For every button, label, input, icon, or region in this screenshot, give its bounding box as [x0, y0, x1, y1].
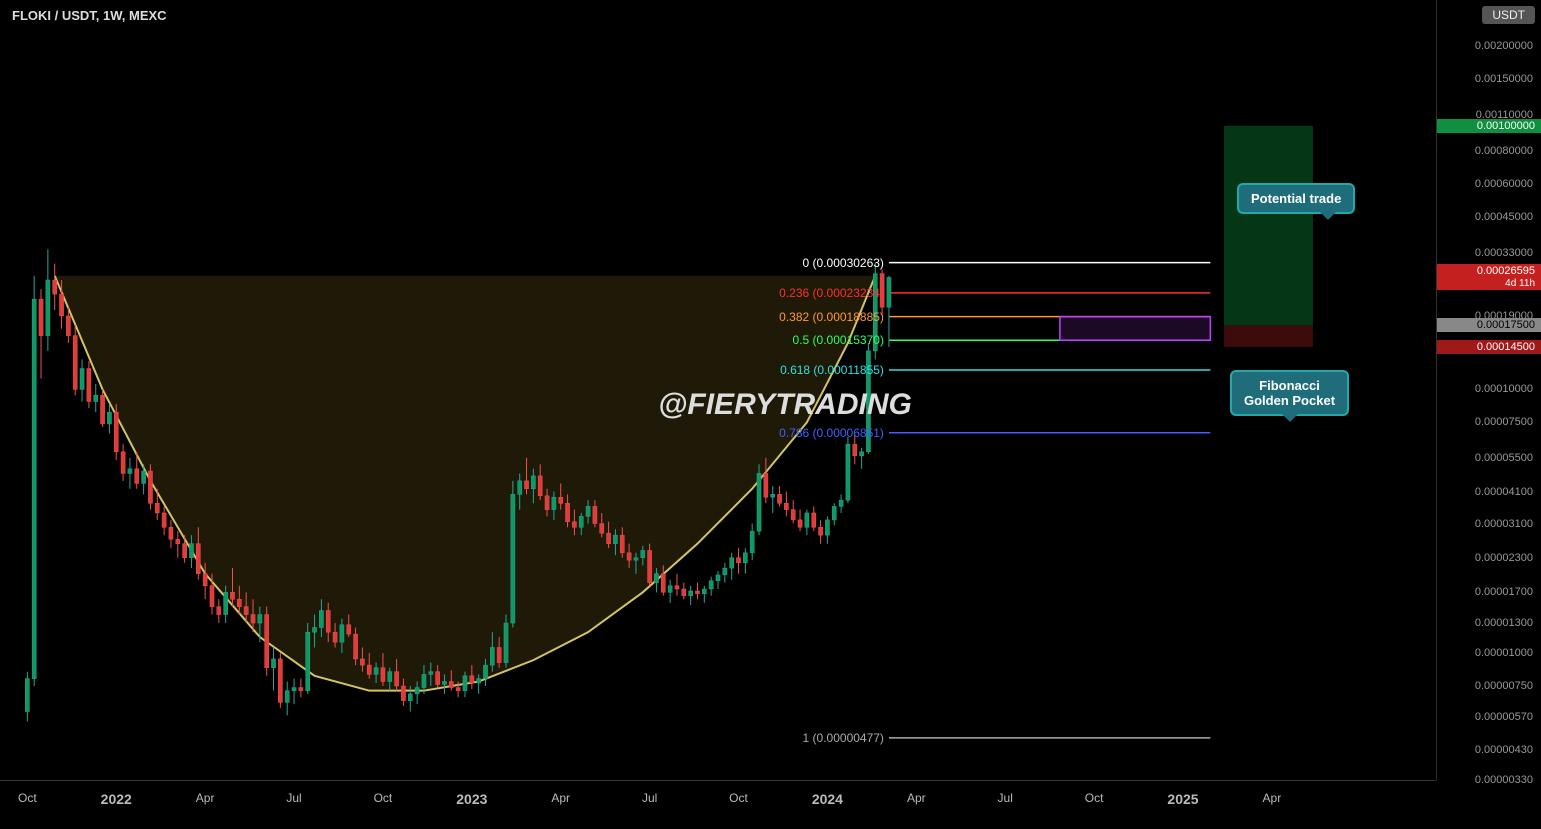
time-tick: Apr	[196, 791, 215, 805]
time-tick: 2023	[456, 791, 487, 807]
fib-level-label: 0.236 (0.00023234)	[759, 286, 884, 300]
price-tick: 0.00004100	[1475, 486, 1533, 498]
time-axis: Oct 2022 Apr Jul Oct 2023 Apr Jul Oct 2024 Apr Jul O…	[0, 780, 1436, 829]
price-tick: 0.00001300	[1475, 617, 1533, 629]
price-tick: 0.00060000	[1475, 178, 1533, 190]
price-badge: 0.00100000	[1437, 119, 1541, 133]
time-tick: Oct	[729, 791, 748, 805]
time-tick: Apr	[907, 791, 926, 805]
price-tick: 0.00045000	[1475, 211, 1533, 223]
time-tick: 2024	[812, 791, 843, 807]
price-tick: 0.00200000	[1475, 40, 1533, 52]
callout-golden-pocket: FibonacciGolden Pocket	[1230, 370, 1349, 416]
time-tick: Oct	[18, 791, 37, 805]
fib-level-label: 0.5 (0.00015370)	[759, 333, 884, 347]
quote-currency-badge: USDT	[1482, 6, 1535, 24]
price-tick: 0.00000430	[1475, 744, 1533, 756]
price-tick: 0.00150000	[1475, 73, 1533, 85]
callout-potential-trade: Potential trade	[1237, 183, 1355, 214]
price-tick: 0.00010000	[1475, 383, 1533, 395]
time-tick: Jul	[642, 791, 657, 805]
fib-level-label: 0.382 (0.00018885)	[759, 310, 884, 324]
price-axis: USDT 0.002000000.001500000.001100000.000…	[1436, 0, 1541, 780]
price-tick: 0.00000330	[1475, 774, 1533, 786]
fib-level-label: 0.618 (0.00011855)	[759, 363, 884, 377]
time-tick: Jul	[286, 791, 301, 805]
price-tick: 0.00001700	[1475, 586, 1533, 598]
price-tick: 0.00000750	[1475, 680, 1533, 692]
price-tick: 0.00033000	[1475, 247, 1533, 259]
price-badge: 0.00014500	[1437, 340, 1541, 354]
price-tick: 0.00007500	[1475, 416, 1533, 428]
price-tick: 0.00080000	[1475, 145, 1533, 157]
time-tick: Jul	[998, 791, 1013, 805]
price-tick: 0.00005500	[1475, 452, 1533, 464]
time-tick: Oct	[1085, 791, 1104, 805]
price-tick: 0.00003100	[1475, 518, 1533, 530]
fib-level-label: 0 (0.00030263)	[759, 256, 884, 270]
price-tick: 0.00001000	[1475, 647, 1533, 659]
watermark: @FIERYTRADING	[658, 388, 912, 422]
time-tick: Oct	[374, 791, 393, 805]
price-tick: 0.00000570	[1475, 711, 1533, 723]
time-tick: 2022	[101, 791, 132, 807]
price-badge: 0.00017500	[1437, 318, 1541, 332]
fib-level-label: 1 (0.00000477)	[759, 731, 884, 745]
fib-level-label: 0.786 (0.00006851)	[759, 426, 884, 440]
time-tick: Apr	[1263, 791, 1282, 805]
chart-plot-area[interactable]: 0 (0.00030263) 0.236 (0.00023234) 0.382 (0…	[0, 0, 1436, 780]
price-badge: 0.000265954d 11h	[1437, 264, 1541, 290]
time-tick: Apr	[551, 791, 570, 805]
price-tick: 0.00002300	[1475, 552, 1533, 564]
time-tick: 2025	[1167, 791, 1198, 807]
